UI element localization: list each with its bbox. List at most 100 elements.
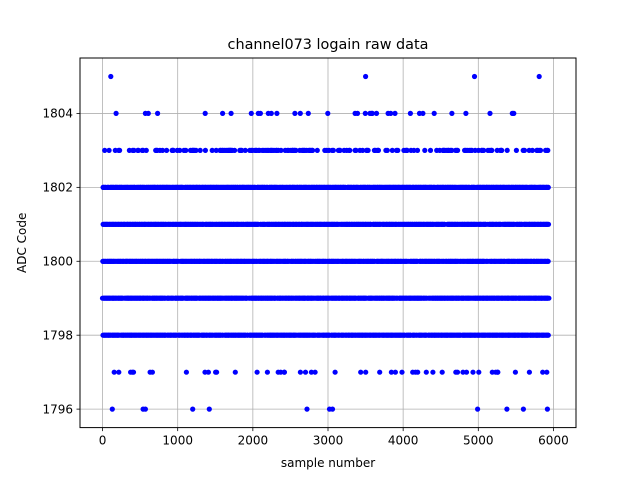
data-point [404, 147, 410, 153]
data-point [546, 295, 552, 301]
data-point [116, 369, 122, 375]
data-point [369, 110, 375, 116]
data-point [170, 147, 176, 153]
data-point [337, 147, 343, 153]
data-point [495, 369, 501, 375]
data-point [449, 110, 455, 116]
data-point [347, 147, 353, 153]
data-point [155, 110, 161, 116]
data-point [281, 369, 287, 375]
data-point [363, 369, 369, 375]
x-tick-label: 4000 [388, 434, 419, 448]
data-point [427, 147, 434, 153]
data-point [242, 147, 248, 153]
data-point [257, 110, 263, 116]
data-point [130, 369, 137, 375]
data-point [513, 147, 520, 153]
x-axis-label: sample number [281, 456, 375, 470]
data-point [264, 369, 270, 375]
y-tick-label: 1798 [42, 329, 73, 343]
data-point [353, 147, 359, 153]
data-point [206, 406, 212, 412]
data-point [504, 147, 510, 153]
data-point [183, 369, 189, 375]
data-point [422, 147, 428, 153]
data-point [499, 147, 505, 153]
data-point [414, 147, 421, 153]
data-point [177, 147, 183, 153]
data-point [529, 147, 536, 153]
data-point [329, 406, 336, 412]
data-point [358, 369, 364, 375]
data-point [310, 147, 316, 153]
data-point [330, 147, 336, 153]
data-point [512, 369, 519, 375]
data-point [520, 406, 527, 412]
data-point [131, 147, 137, 153]
chart-title: channel073 logain raw data [228, 37, 429, 53]
data-point [475, 406, 481, 412]
data-point [420, 110, 426, 116]
data-point [365, 147, 371, 153]
data-point [454, 369, 461, 375]
data-point [113, 110, 119, 116]
data-point [545, 258, 551, 264]
data-point [274, 110, 280, 116]
data-point [278, 147, 284, 153]
data-point [521, 147, 528, 153]
data-point [470, 369, 476, 375]
data-point [102, 147, 108, 153]
data-point [297, 110, 303, 116]
data-point [407, 110, 413, 116]
data-point [220, 110, 226, 116]
data-point [202, 147, 208, 153]
data-point [117, 147, 123, 153]
data-point [248, 110, 254, 116]
data-point [142, 406, 148, 412]
data-point [239, 147, 245, 153]
data-point [545, 221, 552, 227]
data-point [325, 110, 331, 116]
x-tick-label: 1000 [162, 434, 193, 448]
data-point [292, 110, 298, 116]
data-point [540, 369, 546, 375]
data-point [108, 73, 114, 80]
data-point [455, 147, 461, 153]
data-point [384, 147, 390, 153]
data-point [209, 147, 215, 153]
data-point [254, 369, 260, 375]
data-point [143, 147, 149, 153]
y-tick-label: 1796 [42, 402, 73, 416]
data-point [332, 369, 338, 375]
data-point [363, 73, 369, 80]
x-tick-label: 0 [99, 434, 107, 448]
data-point [297, 369, 303, 375]
data-point [431, 110, 437, 116]
data-point [489, 147, 495, 153]
data-point [135, 147, 141, 153]
data-point [373, 110, 380, 116]
data-point [193, 147, 199, 153]
data-point [388, 110, 394, 116]
data-point [106, 147, 112, 153]
data-point [145, 110, 151, 116]
data-point [487, 110, 493, 116]
data-point [476, 369, 482, 375]
x-tick-label: 3000 [313, 434, 344, 448]
data-point [389, 147, 395, 153]
y-tick-label: 1800 [42, 255, 73, 269]
data-point [183, 147, 189, 153]
data-point [415, 369, 421, 375]
y-tick-label: 1804 [42, 107, 73, 121]
data-point [511, 110, 517, 116]
data-point [214, 369, 220, 375]
data-point [375, 147, 381, 153]
data-point [463, 110, 469, 116]
data-point [159, 147, 166, 153]
data-point [305, 110, 311, 116]
data-point [314, 147, 320, 153]
data-point [537, 147, 544, 153]
data-point [439, 369, 445, 375]
data-point [111, 369, 117, 375]
